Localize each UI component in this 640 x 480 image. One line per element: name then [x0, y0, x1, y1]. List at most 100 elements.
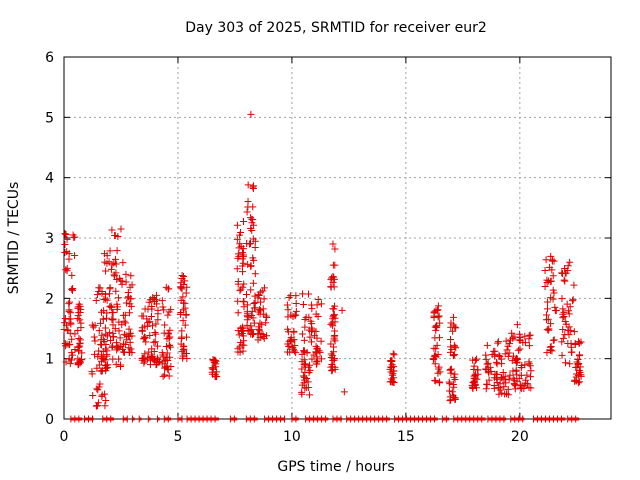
data-point: [92, 297, 100, 305]
data-point: [445, 387, 453, 395]
data-point: [497, 355, 505, 363]
data-point: [317, 355, 325, 363]
data-point: [125, 344, 133, 352]
data-point: [545, 326, 553, 334]
data-point: [166, 343, 174, 351]
data-point: [517, 364, 525, 372]
data-point: [122, 278, 130, 286]
data-point: [243, 290, 251, 298]
data-point: [302, 313, 310, 321]
data-point: [158, 360, 166, 368]
data-point: [292, 307, 300, 315]
data-point: [102, 314, 110, 322]
data-point: [564, 267, 572, 275]
data-point: [511, 333, 519, 341]
data-point: [298, 388, 306, 396]
data-point: [254, 291, 262, 299]
data-point: [234, 250, 242, 258]
data-point: [484, 359, 492, 367]
data-point: [182, 310, 190, 318]
data-point: [248, 219, 256, 227]
data-point: [558, 338, 566, 346]
data-point: [240, 298, 248, 306]
data-point: [291, 312, 299, 320]
data-point: [68, 351, 76, 359]
data-point: [435, 365, 443, 373]
data-point: [164, 311, 172, 319]
data-point: [305, 290, 313, 298]
data-point: [290, 347, 298, 355]
data-point: [388, 358, 396, 366]
data-point: [146, 317, 154, 325]
data-point: [115, 355, 123, 363]
data-point: [560, 276, 568, 284]
data-point: [115, 327, 123, 335]
data-point: [103, 332, 111, 340]
data-point: [306, 333, 314, 341]
data-point: [164, 365, 172, 373]
data-point: [249, 314, 257, 322]
data-point: [505, 349, 513, 357]
data-point: [301, 384, 309, 392]
x-tick-label: 5: [173, 429, 182, 445]
data-point: [148, 353, 156, 361]
data-point: [386, 378, 394, 386]
data-point: [150, 338, 158, 346]
data-point: [516, 345, 524, 353]
x-tick-label: 15: [397, 429, 415, 445]
data-point: [247, 214, 255, 222]
data-point: [150, 347, 158, 355]
data-point: [126, 309, 134, 317]
data-point: [114, 294, 122, 302]
data-point: [96, 319, 104, 327]
data-point: [549, 272, 557, 280]
data-point: [116, 334, 124, 342]
data-point: [283, 348, 291, 356]
data-point: [316, 348, 324, 356]
data-point: [308, 326, 316, 334]
data-point: [483, 381, 491, 389]
data-point: [60, 326, 68, 334]
data-point: [159, 351, 167, 359]
data-point: [327, 320, 335, 328]
data-point: [566, 360, 574, 368]
data-point: [111, 232, 119, 240]
data-point: [330, 275, 338, 283]
data-point: [71, 330, 79, 338]
data-point: [154, 342, 162, 350]
data-point: [527, 367, 535, 375]
data-point: [158, 297, 166, 305]
data-point: [151, 338, 159, 346]
data-point: [327, 340, 335, 348]
data-point: [559, 334, 567, 342]
data-point: [179, 354, 187, 362]
data-point: [66, 298, 74, 306]
data-point: [61, 248, 69, 256]
data-point: [430, 344, 438, 352]
data-point: [445, 378, 453, 386]
data-point: [152, 291, 160, 299]
data-point: [494, 338, 502, 346]
data-point: [110, 259, 118, 267]
data-point: [283, 301, 291, 309]
data-point: [161, 356, 169, 364]
data-point: [284, 328, 292, 336]
data-point: [234, 345, 242, 353]
data-point: [97, 357, 105, 365]
data-point: [447, 396, 455, 404]
data-point: [244, 327, 252, 335]
data-point: [96, 380, 104, 388]
data-point: [111, 325, 119, 333]
data-point: [148, 322, 156, 330]
data-point: [313, 344, 321, 352]
data-point: [567, 327, 575, 335]
data-point: [546, 263, 554, 271]
data-point: [234, 297, 242, 305]
data-point: [559, 325, 567, 333]
data-point: [298, 365, 306, 373]
data-point: [233, 265, 241, 273]
data-point: [430, 352, 438, 360]
data-point: [547, 320, 555, 328]
data-point: [99, 347, 107, 355]
data-point: [154, 316, 162, 324]
